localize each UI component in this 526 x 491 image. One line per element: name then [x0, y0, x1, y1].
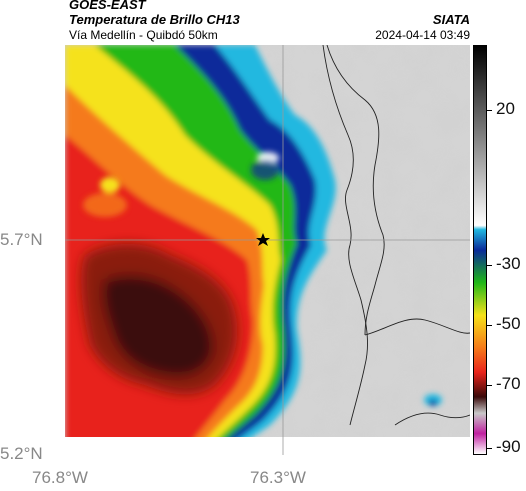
cold-core: [81, 243, 238, 395]
colorbar-tick-m50: [487, 325, 492, 326]
no-data-strip: [65, 437, 470, 455]
colorbar-label-20: 20: [496, 99, 515, 118]
x-tick-label-1: 76.3°W: [250, 468, 306, 487]
pocket-4: [251, 160, 279, 180]
colorbar-gradient: [474, 46, 486, 454]
borders: [322, 45, 470, 426]
brand-label: SIATA: [432, 12, 470, 27]
satellite-name: GOES-EAST: [69, 0, 146, 12]
satellite-map[interactable]: [65, 45, 470, 455]
colorbar-fill: [474, 46, 486, 454]
y-tick-label-0: 5.7°N: [0, 230, 43, 249]
star-marker[interactable]: [256, 233, 270, 246]
colorbar-label-m70: -70: [496, 374, 521, 393]
border-middle: [326, 45, 385, 336]
colorbar: [473, 45, 487, 455]
x-tick-label-0: 76.8°W: [32, 468, 88, 487]
colorbar-tick-m30: [487, 265, 492, 266]
colorbar-tick-m70: [487, 385, 492, 386]
timestamp: 2024-04-14 03:49: [375, 28, 470, 42]
border-west: [322, 45, 368, 426]
pocket-3: [83, 193, 127, 217]
y-tick-label-1: 5.2°N: [0, 444, 43, 463]
core-inner: [102, 275, 214, 377]
map-title: Temperatura de Brillo CH13: [69, 12, 240, 27]
map-canvas: [65, 45, 470, 455]
colorbar-tick-20: [487, 110, 492, 111]
border-south: [394, 412, 470, 426]
border-east: [364, 318, 470, 336]
pocket-2: [100, 177, 120, 193]
colorbar-tick-m90: [487, 448, 492, 449]
pocket-6: [429, 400, 437, 406]
colorbar-label-m90: -90: [496, 437, 521, 456]
warm-pockets: [83, 152, 442, 406]
colorbar-label-m30: -30: [496, 254, 521, 273]
map-subtitle: Vía Medellín - Quibdó 50km: [69, 28, 218, 42]
colorbar-label-m50: -50: [496, 314, 521, 333]
